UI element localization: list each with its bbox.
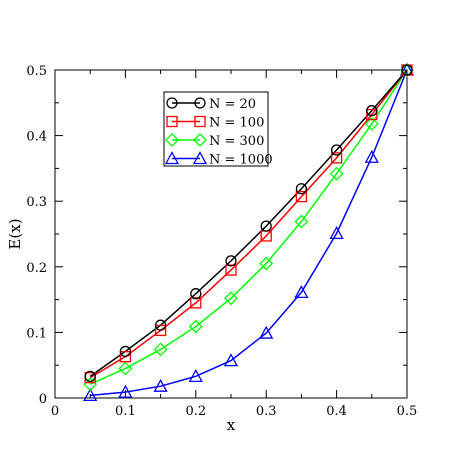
- legend-marker: [166, 97, 178, 109]
- legend: N = 20 N = 100 N = 300 N = 1000: [163, 91, 273, 168]
- legend-box: [163, 91, 269, 167]
- data-point: [84, 370, 96, 383]
- data-point: [224, 291, 238, 306]
- data-point: [190, 297, 202, 309]
- y-tick-label: 0.2: [26, 261, 47, 276]
- data-point: [154, 324, 167, 337]
- data-point: [118, 384, 133, 398]
- series-line: [89, 69, 408, 379]
- x-tick-label: 0.2: [185, 404, 206, 419]
- x-tick-label: 0: [51, 404, 59, 419]
- data-point: [154, 319, 167, 331]
- y-tick-label: 0.1: [26, 326, 47, 341]
- legend-label: N = 100: [209, 116, 264, 131]
- data-point: [329, 166, 344, 181]
- legend-marker: [194, 115, 206, 128]
- data-point: [366, 105, 378, 117]
- legend-marker: [192, 151, 208, 165]
- data-point: [294, 214, 309, 229]
- data-point: [119, 345, 132, 358]
- data-point: [188, 368, 203, 383]
- data-point: [294, 285, 309, 299]
- data-point: [401, 64, 413, 76]
- data-point: [259, 256, 274, 271]
- data-point: [366, 108, 378, 121]
- series-line: [89, 69, 408, 377]
- data-point: [225, 264, 237, 276]
- data-point: [295, 183, 308, 195]
- data-point: [330, 152, 343, 164]
- x-tick-label: 0.3: [256, 404, 277, 419]
- data-point: [295, 190, 308, 203]
- data-point: [330, 144, 343, 156]
- data-point: [153, 378, 168, 392]
- data-point: [190, 288, 202, 300]
- data-point: [329, 225, 344, 239]
- legend-marker: [194, 97, 206, 109]
- legend-marker: [165, 133, 179, 147]
- data-point: [225, 255, 237, 267]
- data-point: [364, 116, 379, 131]
- series-lines: [89, 69, 408, 397]
- y-tick-label: 0.4: [26, 130, 47, 145]
- legend-label: N = 300: [209, 134, 264, 149]
- axis-ticks: 0 0.1 0.2 0.3 0.4 0.5 0 0.1 0.2 0.3 0.4 0.5: [26, 64, 417, 419]
- data-point: [188, 319, 203, 334]
- x-tick-label: 0.4: [326, 404, 347, 419]
- x-tick-label: 0.1: [115, 404, 136, 419]
- legend-marker: [193, 133, 207, 147]
- data-point: [223, 353, 239, 367]
- series-line: [90, 69, 408, 397]
- data-point: [118, 361, 133, 376]
- legend-marker: [166, 115, 178, 128]
- data-point: [364, 149, 379, 163]
- x-tick-label: 0.5: [397, 404, 418, 419]
- x-axis-label: x: [227, 416, 236, 434]
- y-tick-label: 0: [39, 392, 47, 407]
- legend-marker: [164, 151, 180, 165]
- y-tick-label: 0.3: [26, 195, 47, 210]
- data-point: [259, 325, 274, 339]
- data-point: [83, 388, 98, 402]
- legend-label: N = 20: [209, 97, 256, 112]
- legend-label: N = 1000: [209, 153, 273, 168]
- y-tick-label: 0.5: [26, 64, 47, 79]
- series-line: [89, 69, 408, 385]
- data-point: [119, 351, 132, 363]
- data-point: [260, 220, 272, 232]
- data-point: [153, 342, 168, 357]
- series-markers: [83, 62, 415, 402]
- y-axis-label: E(x): [6, 218, 24, 249]
